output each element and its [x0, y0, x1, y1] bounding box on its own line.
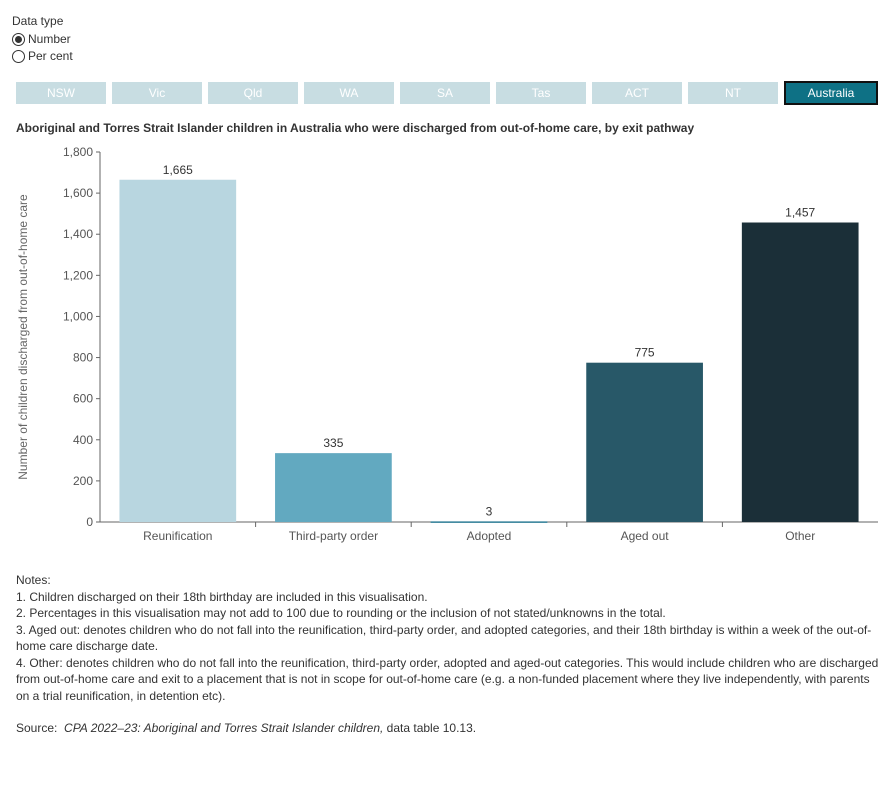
- notes: Notes: 1. Children discharged on their 1…: [16, 572, 882, 737]
- bar-chart: 0 200 400 600 800 1,000 1,200 1,400 1,600 1,800 Nu…: [16, 145, 878, 543]
- tab-wa[interactable]: WA: [304, 82, 394, 104]
- y-tick-label: 1,800: [63, 145, 93, 159]
- y-tick-label: 400: [73, 433, 93, 447]
- bar-aged-out: [586, 362, 703, 522]
- tab-australia[interactable]: Australia: [784, 81, 878, 105]
- radio-number[interactable]: Number: [12, 32, 71, 46]
- data-label: 1,665: [163, 163, 193, 177]
- note-1: 1. Children discharged on their 18th bir…: [16, 589, 428, 604]
- jurisdiction-tabs: NSW Vic Qld WA SA Tas ACT NT Australia: [16, 81, 878, 105]
- tab-tas[interactable]: Tas: [496, 82, 586, 104]
- source-prefix: Source:: [16, 721, 58, 735]
- data-type-label: Data type: [12, 14, 64, 28]
- y-tick-label: 0: [86, 515, 93, 529]
- y-tick-label: 1,200: [63, 268, 93, 282]
- x-tick-label: Other: [785, 529, 815, 543]
- y-tick-label: 1,000: [63, 309, 93, 323]
- radio-label: Number: [28, 32, 71, 46]
- tab-nt[interactable]: NT: [688, 82, 778, 104]
- bar-reunification: [119, 179, 237, 522]
- source-title[interactable]: CPA 2022–23: Aboriginal and Torres Strai…: [64, 721, 384, 735]
- data-label: 3: [486, 504, 493, 518]
- note-4: 4. Other: denotes children who do not fa…: [16, 655, 879, 703]
- bar-other: [741, 222, 859, 522]
- note-3: 3. Aged out: denotes children who do not…: [16, 622, 872, 654]
- tab-sa[interactable]: SA: [400, 82, 490, 104]
- y-tick-label: 600: [73, 392, 93, 406]
- source: Source: CPA 2022–23: Aboriginal and Torr…: [16, 720, 882, 737]
- y-tick-label: 1,600: [63, 186, 93, 200]
- chart-title: Aboriginal and Torres Strait Islander ch…: [16, 121, 695, 135]
- x-tick-label: Aged out: [621, 529, 670, 543]
- bar-adopted: [430, 521, 548, 523]
- source-suffix: data table 10.13.: [386, 721, 477, 735]
- notes-heading: Notes:: [16, 573, 51, 587]
- tab-qld[interactable]: Qld: [208, 82, 298, 104]
- radio-selected-icon[interactable]: [12, 32, 25, 46]
- data-label: 775: [635, 346, 655, 360]
- tab-vic[interactable]: Vic: [112, 82, 202, 104]
- data-label: 1,457: [785, 206, 815, 220]
- radio-label: Per cent: [28, 49, 73, 63]
- y-tick-label: 200: [73, 474, 93, 488]
- y-axis-label: Number of children discharged from out-o…: [16, 194, 30, 480]
- x-tick-label: Third-party order: [289, 529, 378, 543]
- x-tick-label: Adopted: [467, 529, 512, 543]
- radio-per-cent[interactable]: Per cent: [12, 49, 73, 63]
- radio-unselected-icon[interactable]: [12, 49, 25, 63]
- y-tick-label: 800: [73, 351, 93, 365]
- x-tick-label: Reunification: [143, 529, 212, 543]
- bar-third-party-order: [275, 453, 392, 522]
- tab-nsw[interactable]: NSW: [16, 82, 106, 104]
- y-tick-label: 1,400: [63, 227, 93, 241]
- note-2: 2. Percentages in this visualisation may…: [16, 606, 666, 620]
- data-label: 335: [323, 436, 343, 450]
- tab-act[interactable]: ACT: [592, 82, 682, 104]
